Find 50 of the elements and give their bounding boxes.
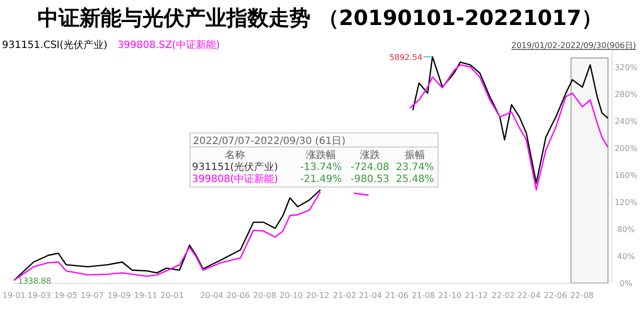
annotation: 1338.88 — [18, 276, 52, 286]
annotation: 名称 — [225, 149, 245, 161]
x-tick-label: 20-06 — [226, 291, 250, 300]
annotation: 2019/01/02-2022/09/30(906日) — [511, 41, 636, 50]
x-tick-label: 20-10 — [280, 291, 303, 300]
annotation: 23.74% — [396, 162, 434, 173]
x-tick-label: 20-12 — [306, 291, 330, 300]
x-tick-label: 19-07 — [80, 291, 104, 300]
x-tick-label: 21-10 — [438, 291, 462, 300]
x-tick-label: 19-01 — [2, 291, 26, 300]
text: 931151.CSI(光伏产业) — [2, 39, 108, 51]
y-tick-label: 120% — [614, 198, 638, 207]
x-tick-label: 21-04 — [358, 291, 382, 300]
y-tick-label: 0% — [620, 279, 633, 288]
x-tick-label: 22-02 — [492, 291, 515, 300]
y-tick-label: 80% — [617, 224, 636, 234]
annotation: 931151(光伏产业) — [192, 161, 278, 173]
x-tick-label: 20-04 — [200, 291, 224, 300]
y-tick-label: 40% — [617, 252, 636, 261]
y-tick-label: 240% — [614, 116, 638, 126]
x-tick-label: 19-03 — [28, 291, 51, 300]
y-tick-label: 200% — [614, 144, 638, 153]
y-tick-label: 320% — [614, 62, 638, 72]
x-tick-label: 22-08 — [570, 291, 594, 300]
annotation: 振幅 — [405, 149, 425, 161]
annotation: 涨跌 — [360, 149, 380, 161]
annotation: 5892.54 — [389, 52, 422, 62]
y-tick-label: 160% — [614, 170, 638, 180]
annotation: -724.08 — [350, 162, 390, 173]
y-tick-label: 280% — [614, 90, 638, 99]
x-tick-label: 20-08 — [253, 291, 276, 300]
annotation: -21.49% — [300, 174, 342, 185]
annotation: 399808(中证新能) — [192, 173, 278, 185]
annotation: 涨跌幅 — [306, 149, 336, 161]
annotation: 25.48% — [396, 174, 434, 185]
x-tick-label: 21-12 — [464, 291, 488, 300]
x-tick-label: 19-05 — [54, 291, 78, 300]
chart-title: 中证新能与光伏产业指数走势 （20190101-20221017） — [38, 6, 602, 30]
x-tick-label: 21-06 — [385, 291, 408, 300]
annotation: -13.74% — [300, 162, 342, 173]
annotation: -980.53 — [350, 174, 390, 185]
x-tick-label: 21-02 — [333, 291, 356, 300]
x-tick-label: 19-09 — [108, 291, 131, 300]
text: 399808.SZ(中证新能) — [117, 39, 220, 51]
x-tick-label: 21-08 — [412, 291, 435, 300]
annotation: 2022/07/07-2022/09/30 (61日) — [193, 136, 346, 147]
x-tick-label: 22-04 — [517, 291, 541, 300]
x-tick-label: 20-01 — [160, 291, 184, 300]
x-tick-label: 19-11 — [134, 291, 158, 300]
x-tick-label: 22-06 — [544, 291, 568, 300]
